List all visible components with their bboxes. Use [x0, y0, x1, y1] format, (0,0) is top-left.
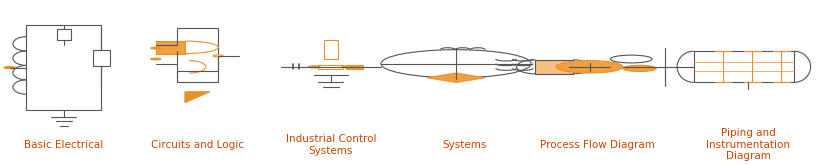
- Bar: [155, 41, 185, 54]
- Bar: [176, 28, 218, 82]
- Bar: [693, 51, 793, 82]
- Bar: [57, 29, 70, 40]
- Circle shape: [622, 65, 655, 71]
- Circle shape: [213, 55, 223, 57]
- Circle shape: [380, 50, 531, 78]
- Text: Piping and
Instrumentation
Diagram: Piping and Instrumentation Diagram: [706, 128, 789, 161]
- Bar: [345, 65, 362, 69]
- Text: Industrial Control
Systems: Industrial Control Systems: [285, 134, 375, 155]
- Circle shape: [150, 47, 161, 49]
- Bar: [27, 25, 101, 110]
- Bar: [318, 65, 343, 69]
- Bar: [324, 40, 337, 59]
- Circle shape: [150, 58, 161, 60]
- Circle shape: [4, 66, 16, 69]
- Text: Circuits and Logic: Circuits and Logic: [150, 140, 243, 150]
- Circle shape: [308, 66, 319, 68]
- Circle shape: [609, 55, 651, 63]
- Polygon shape: [426, 73, 485, 82]
- Text: Basic Electrical: Basic Electrical: [24, 140, 104, 150]
- Circle shape: [341, 66, 353, 68]
- Bar: [93, 50, 110, 66]
- Polygon shape: [185, 92, 210, 103]
- Bar: [535, 60, 572, 74]
- Circle shape: [555, 61, 622, 73]
- Text: Process Flow Diagram: Process Flow Diagram: [540, 140, 655, 150]
- Text: Systems: Systems: [441, 140, 486, 150]
